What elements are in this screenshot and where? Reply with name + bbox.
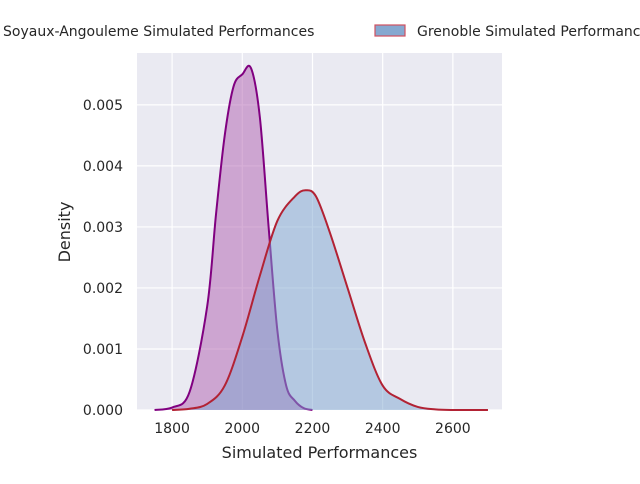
y-tick-label: 0.004 [83, 159, 123, 175]
legend-label-soyaux: Soyaux-Angouleme Simulated Performances [3, 24, 314, 40]
x-tick-labels: 1800 2000 2200 2400 2600 [154, 421, 470, 437]
legend: Soyaux-Angouleme Simulated Performances … [3, 24, 640, 40]
x-tick-label: 1800 [154, 421, 190, 437]
y-tick-label: 0.005 [83, 98, 123, 114]
y-tick-label: 0.003 [83, 220, 123, 236]
x-tick-label: 2400 [365, 421, 401, 437]
density-fill-grenoble [172, 190, 488, 410]
y-tick-label: 0.000 [83, 403, 123, 419]
y-tick-label: 0.002 [83, 281, 123, 297]
density-areas [154, 64, 488, 411]
y-tick-label: 0.001 [83, 342, 123, 358]
x-axis-label: Simulated Performances [222, 443, 418, 462]
y-tick-labels: 0.000 0.001 0.002 0.003 0.004 0.005 [83, 98, 123, 419]
x-tick-label: 2200 [295, 421, 331, 437]
x-tick-label: 2000 [224, 421, 260, 437]
density-line-grenoble [172, 189, 488, 411]
legend-label-grenoble: Grenoble Simulated Performances [417, 24, 640, 40]
y-axis-label: Density [55, 202, 74, 263]
x-tick-label: 2600 [435, 421, 471, 437]
legend-patch-grenoble [374, 24, 406, 37]
